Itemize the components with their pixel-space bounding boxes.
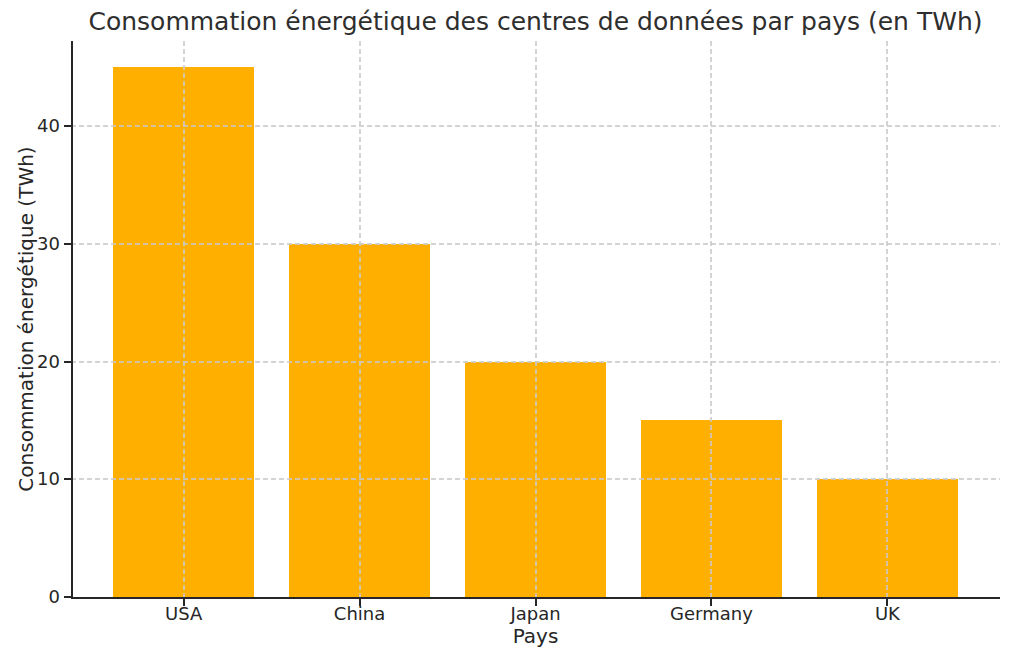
y-axis-label: Consommation énergétique (TWh) — [14, 146, 38, 491]
x-tick-label-usa: USA — [99, 603, 269, 625]
y-tick-label-20: 20 — [10, 351, 60, 373]
chart-title: Consommation énergétique des centres de … — [71, 7, 1000, 37]
v-gridline-japan — [535, 41, 537, 597]
x-tick-label-china: China — [275, 603, 445, 625]
v-gridline-germany — [710, 41, 712, 597]
v-gridline-china — [359, 41, 361, 597]
y-tick-label-10: 10 — [10, 468, 60, 490]
y-tick-20 — [64, 361, 71, 363]
y-tick-30 — [64, 243, 71, 245]
y-tick-0 — [64, 596, 71, 598]
y-tick-label-40: 40 — [10, 115, 60, 137]
x-tick-label-japan: Japan — [451, 603, 621, 625]
v-gridline-usa — [183, 41, 185, 597]
figure: Consommation énergétique des centres de … — [0, 0, 1024, 661]
y-tick-label-0: 0 — [10, 586, 60, 608]
v-gridline-uk — [886, 41, 888, 597]
y-tick-10 — [64, 478, 71, 480]
y-axis-spine — [71, 41, 73, 599]
x-tick-label-germany: Germany — [626, 603, 796, 625]
plot-area — [71, 41, 1000, 597]
x-tick-label-uk: UK — [802, 603, 972, 625]
x-axis-label: Pays — [71, 624, 1000, 648]
y-tick-40 — [64, 125, 71, 127]
y-tick-label-30: 30 — [10, 233, 60, 255]
